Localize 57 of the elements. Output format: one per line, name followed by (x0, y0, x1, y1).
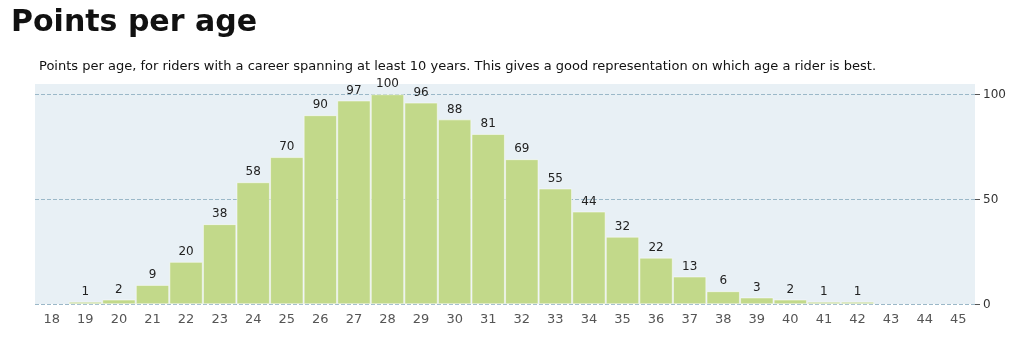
data-label: 88 (447, 101, 463, 116)
x-tick-label: 39 (748, 311, 766, 326)
data-label: 3 (752, 279, 761, 294)
data-label: 70 (279, 139, 295, 154)
x-tick-label: 45 (949, 311, 967, 326)
x-tick-label: 40 (782, 311, 799, 326)
x-tick-label: 35 (614, 311, 631, 326)
data-label: 9 (148, 267, 157, 282)
data-label: 1 (853, 283, 862, 298)
data-label: 1 (820, 283, 828, 298)
data-label: 100 (376, 76, 399, 91)
x-tick-label: 31 (479, 311, 497, 326)
x-tick-label: 26 (312, 311, 329, 326)
y-tick-label: 100 (983, 87, 1006, 102)
x-tick-label: 37 (681, 311, 698, 326)
x-tick-label: 33 (547, 311, 564, 326)
x-tick-label: 27 (345, 311, 363, 326)
data-label: 55 (547, 170, 563, 185)
x-tick-label: 32 (513, 311, 531, 326)
data-label: 90 (312, 97, 328, 112)
data-label: 13 (682, 258, 698, 273)
chart-title: Points per age (11, 2, 258, 38)
x-tick-label: 28 (379, 311, 396, 326)
data-label: 44 (581, 193, 597, 208)
x-tick-label: 34 (580, 311, 598, 326)
y-tick-label: 0 (983, 297, 991, 311)
x-tick-label: 41 (815, 311, 833, 326)
x-tick-label: 44 (916, 311, 933, 326)
data-label: 97 (346, 82, 362, 97)
x-tick-label: 30 (446, 311, 463, 326)
x-tick-label: 25 (278, 311, 296, 326)
data-label: 69 (514, 141, 530, 156)
x-tick-label: 36 (647, 311, 665, 326)
data-label: 38 (212, 206, 228, 221)
y-tick-label: 50 (983, 192, 999, 207)
x-tick-label: 42 (849, 311, 866, 326)
x-tick-label: 22 (177, 311, 195, 326)
data-label: 1 (81, 283, 90, 298)
x-tick-label: 18 (43, 311, 61, 326)
chart-subtitle: Points per age, for riders with a career spanning at least 10 years. This gives a good representation on which age a rider is best. (39, 58, 877, 73)
data-label: 58 (245, 164, 261, 179)
x-tick-label: 38 (714, 311, 732, 326)
x-tick-label: 24 (244, 311, 262, 326)
x-tick-label: 23 (211, 311, 228, 326)
data-label: 6 (719, 273, 728, 288)
x-tick-label: 21 (144, 311, 161, 326)
data-label: 2 (115, 281, 123, 296)
x-tick-label: 43 (882, 311, 900, 326)
x-tick-label: 20 (110, 311, 128, 326)
x-tick-label: 29 (412, 311, 430, 326)
data-label: 22 (648, 239, 664, 254)
data-label: 20 (178, 244, 194, 259)
x-tick-label: 19 (77, 311, 94, 326)
data-label: 32 (614, 218, 631, 233)
data-label: 81 (480, 116, 496, 131)
data-label: 96 (413, 84, 429, 99)
data-label: 2 (786, 281, 795, 296)
